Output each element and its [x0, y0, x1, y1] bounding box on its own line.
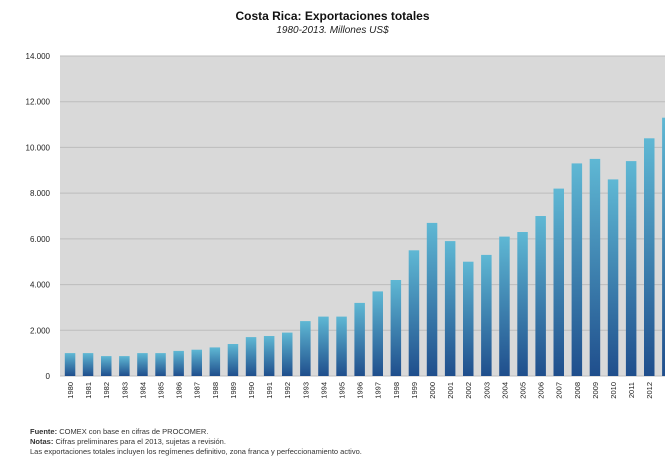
bar — [607, 179, 619, 376]
bar — [535, 216, 546, 376]
bar — [227, 344, 239, 376]
y-tick-label: 0 — [46, 372, 51, 381]
bar — [82, 353, 94, 376]
y-tick-label: 8.000 — [30, 189, 51, 198]
x-tick-label: 1987 — [193, 382, 202, 399]
bar — [571, 163, 583, 376]
bar — [662, 117, 665, 376]
x-tick-label: 1996 — [356, 382, 365, 399]
x-tick-label: 2008 — [573, 382, 582, 399]
bar — [282, 332, 293, 376]
x-tick-label: 1993 — [301, 382, 310, 399]
bar — [644, 138, 655, 376]
bar — [354, 302, 365, 376]
x-tick-label: 1981 — [84, 382, 93, 399]
chart-subtitle: 1980-2013. Millones US$ — [276, 25, 389, 36]
scope-note: Las exportaciones totales incluyen los r… — [30, 447, 660, 457]
x-tick-label: 2013 — [663, 382, 665, 399]
source-text: COMEX con base en cifras de PROCOMER. — [59, 427, 209, 436]
x-tick-label: 1995 — [338, 382, 347, 399]
y-tick-label: 14.000 — [26, 52, 51, 61]
bar — [209, 347, 221, 376]
bar — [245, 337, 257, 376]
notes-note: Notas: Cifras preliminares para el 2013,… — [30, 437, 660, 447]
x-tick-label: 2009 — [591, 382, 600, 399]
bar — [173, 350, 184, 376]
bar — [155, 353, 166, 376]
x-tick-label: 2011 — [627, 382, 636, 398]
bar — [119, 356, 130, 376]
x-tick-label: 2000 — [428, 382, 437, 399]
x-tick-label: 1991 — [265, 382, 274, 399]
bar — [444, 241, 456, 376]
x-tick-label: 1985 — [157, 382, 166, 399]
notes-block: Fuente: COMEX con base en cifras de PROC… — [30, 427, 660, 457]
notes-text: Cifras preliminares para el 2013, sujeta… — [55, 437, 226, 446]
x-tick-label: 1988 — [211, 382, 220, 399]
bar — [553, 188, 564, 376]
x-tick-label: 1983 — [120, 382, 129, 399]
x-tick-label: 2005 — [519, 382, 528, 399]
bar — [426, 222, 438, 376]
y-tick-label: 12.000 — [26, 98, 51, 107]
bar — [318, 316, 329, 376]
bar — [625, 161, 637, 376]
x-tick-label: 1997 — [374, 382, 383, 399]
bar — [390, 280, 402, 376]
x-tick-label: 1994 — [319, 382, 328, 399]
x-tick-label: 1990 — [247, 382, 256, 399]
x-tick-label: 1999 — [410, 382, 419, 399]
x-tick-label: 2001 — [446, 382, 455, 399]
x-tick-label: 2006 — [537, 382, 546, 399]
source-label: Fuente: — [30, 427, 58, 436]
x-tick-label: 1984 — [138, 382, 147, 399]
x-tick-label: 2002 — [464, 382, 473, 399]
x-tick-label: 2012 — [645, 382, 654, 399]
x-tick-label: 2004 — [500, 382, 509, 399]
bar — [372, 291, 383, 376]
bar — [191, 349, 202, 376]
bar — [300, 321, 311, 376]
bar — [263, 336, 275, 376]
bar — [481, 254, 492, 376]
y-tick-label: 2.000 — [30, 326, 51, 335]
bar — [517, 232, 528, 376]
x-tick-label: 1982 — [102, 382, 111, 399]
x-tick-label: 1998 — [392, 382, 401, 399]
scope-text: Las exportaciones totales incluyen los r… — [30, 447, 362, 456]
bar — [101, 356, 112, 376]
bar — [336, 316, 347, 376]
y-tick-label: 10.000 — [26, 143, 51, 152]
bar — [408, 250, 420, 376]
x-tick-label: 2003 — [482, 382, 491, 399]
bar — [64, 353, 76, 376]
notes-label: Notas: — [30, 437, 54, 446]
x-tick-label: 2007 — [555, 382, 564, 399]
source-note: Fuente: COMEX con base en cifras de PROC… — [30, 427, 660, 437]
bar — [463, 261, 474, 376]
x-tick-label: 1986 — [175, 382, 184, 399]
x-tick-label: 1989 — [229, 382, 238, 399]
y-tick-label: 6.000 — [30, 235, 51, 244]
bar — [499, 236, 510, 376]
x-tick-label: 1980 — [66, 382, 75, 399]
bar — [589, 158, 601, 376]
x-tick-label: 2010 — [609, 382, 618, 399]
bar — [137, 353, 148, 376]
x-tick-label: 1992 — [283, 382, 292, 399]
chart-title: Costa Rica: Exportaciones totales — [235, 9, 430, 23]
chart-plot: 02.0004.0006.0008.00010.00012.00014.000 … — [26, 52, 665, 399]
y-tick-label: 4.000 — [30, 281, 51, 290]
